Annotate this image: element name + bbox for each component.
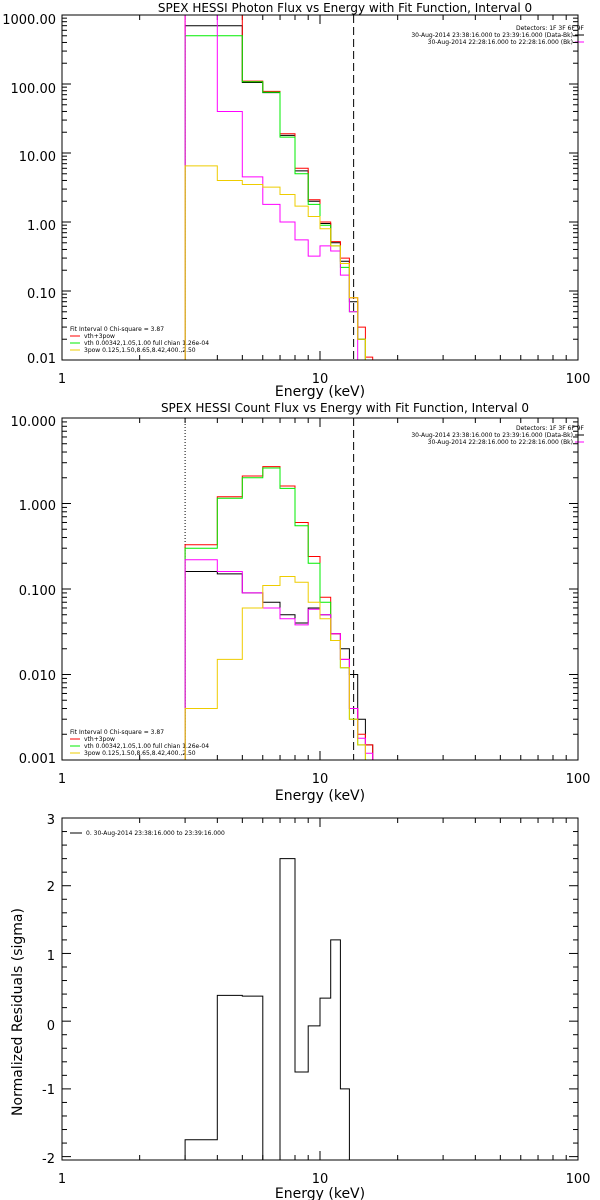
- photon-flux-legend-entry: 30-Aug-2014 23:38:16.000 to 23:39:16.000…: [411, 32, 573, 39]
- count-flux-ytick-label: 0.100: [19, 584, 56, 599]
- photon-flux-legend-entry: 30-Aug-2014 22:28:16.000 to 22:28:16.000…: [428, 39, 573, 46]
- count-flux-ytick-label: 0.010: [19, 669, 56, 684]
- photon-flux-xtick-label: 100: [566, 372, 591, 387]
- photon-flux-series-line: [184, 15, 373, 360]
- residuals-ytick-label: 3: [47, 813, 55, 828]
- count-flux-ytick-label: 1.000: [19, 499, 56, 514]
- count-flux-legend-heading: Detectors: 1F 3F 6F 9F: [516, 425, 585, 432]
- count-flux-xtick-label: 100: [566, 772, 591, 787]
- count-flux-series-line: [184, 466, 374, 760]
- photon-flux-legend-right: Detectors: 1F 3F 6F 9F 30-Aug-2014 23:38…: [411, 25, 584, 46]
- photon-flux-ytick-label: 1.00: [27, 219, 56, 234]
- photon-flux-ytick-label: 0.10: [27, 287, 56, 302]
- photon-flux-series-line: [184, 25, 373, 360]
- count-flux-xtick-label: 1: [58, 772, 66, 787]
- residuals-series-line: [184, 858, 350, 1160]
- residuals-y-axis-label: Normalized Residuals (sigma): [10, 908, 26, 1116]
- count-flux-x-ticks: 1 10 100: [58, 772, 591, 787]
- photon-flux-ytick-label: 10.00: [19, 150, 56, 165]
- count-flux-ytick-label: 0.001: [19, 752, 56, 767]
- photon-flux-series-line: [184, 35, 373, 360]
- residuals-x-axis-label: Energy (keV): [275, 1186, 365, 1200]
- residuals-xtick-label: 1: [58, 1172, 66, 1187]
- photon-flux-ytick-label: 0.01: [27, 352, 56, 367]
- photon-flux-legend-entry: vth+3pow: [84, 333, 115, 340]
- residuals-ytick-label: -2: [42, 1152, 55, 1167]
- photon-flux-xtick-label: 10: [312, 372, 329, 387]
- photon-flux-legend-heading: Detectors: 1F 3F 6F 9F: [516, 25, 585, 32]
- photon-flux-fit-heading: Fit Interval 0 Chi-square = 3.87: [70, 326, 164, 333]
- count-flux-series-line: [184, 559, 374, 760]
- residuals-x-ticks: 1 10 100: [58, 1172, 591, 1187]
- residuals-ytick-label: 2: [47, 880, 55, 895]
- photon-flux-plot-area: [61, 14, 579, 361]
- count-flux-y-ticks: 0.001 0.010 0.100 1.000 10.000: [11, 415, 57, 767]
- chart-marks-layer: [61, 14, 579, 1161]
- photon-flux-ytick-label: 1000.00: [2, 13, 56, 28]
- count-flux-legend-entry: 30-Aug-2014 22:28:16.000 to 22:28:16.000…: [428, 439, 573, 446]
- count-flux-legend-entry: vth 0.00342,1.05,1.00 full chian 1.26e-0…: [84, 743, 209, 750]
- photon-flux-frame: [61, 14, 579, 361]
- count-flux-series-line: [184, 576, 373, 760]
- count-flux-ytick-label: 10.000: [11, 415, 57, 430]
- count-flux-data-marks: [184, 418, 374, 760]
- residuals-legend-entry: 0. 30-Aug-2014 23:38:16.000 to 23:39:16.…: [86, 830, 225, 837]
- residuals-xtick-label: 10: [312, 1172, 329, 1187]
- count-flux-series-line: [184, 467, 373, 760]
- count-flux-x-axis-label: Energy (keV): [275, 788, 365, 804]
- residuals-y-ticks: -2 -1 0 1 2 3: [42, 813, 55, 1167]
- photon-flux-xtick-label: 1: [58, 372, 66, 387]
- residuals-panel: -2 -1 0 1 2 3 1 10 100 Energy (keV) Norm…: [10, 813, 590, 1200]
- photon-flux-legend-entry: vth 0.00342,1.05,1.00 full chian 1.26e-0…: [84, 340, 209, 347]
- photon-flux-x-ticks: 1 10 100: [58, 372, 591, 387]
- photon-flux-legend-entry: 3pow 0.125,1.50,8.65,8.42,400.,2.50: [84, 347, 196, 354]
- photon-flux-data-marks: [184, 15, 374, 360]
- count-flux-plot-area: [61, 417, 579, 761]
- count-flux-fit-heading: Fit Interval 0 Chi-square = 3.87: [70, 729, 164, 736]
- count-flux-series-line: [184, 571, 374, 760]
- photon-flux-ytick-label: 100.00: [11, 82, 57, 97]
- residuals-ytick-label: -1: [42, 1083, 55, 1098]
- residuals-legend: 0. 30-Aug-2014 23:38:16.000 to 23:39:16.…: [70, 830, 225, 837]
- count-flux-legend-entry: 30-Aug-2014 23:38:16.000 to 23:39:16.000…: [411, 432, 573, 439]
- photon-flux-title: SPEX HESSI Photon Flux vs Energy with Fi…: [158, 1, 532, 15]
- count-flux-legend-left: Fit Interval 0 Chi-square = 3.87 vth+3po…: [70, 729, 209, 757]
- count-flux-xtick-label: 10: [312, 772, 329, 787]
- count-flux-legend-entry: vth+3pow: [84, 736, 115, 743]
- photon-flux-y-ticks: 0.01 0.10 1.00 10.00 100.00 1000.00: [2, 13, 56, 367]
- photon-flux-series-line: [184, 165, 373, 360]
- count-flux-legend-entry: 3pow 0.125,1.50,8.65,8.42,400.,2.50: [84, 750, 196, 757]
- residuals-frame: [61, 817, 579, 1161]
- photon-flux-legend-left: Fit Interval 0 Chi-square = 3.87 vth+3po…: [70, 326, 209, 354]
- count-flux-panel: SPEX HESSI Count Flux vs Energy with Fit…: [11, 401, 591, 804]
- count-flux-frame: [61, 417, 579, 761]
- residuals-plot-area: [61, 817, 579, 1161]
- count-flux-title: SPEX HESSI Count Flux vs Energy with Fit…: [161, 401, 529, 415]
- residuals-ytick-label: 0: [47, 1019, 55, 1034]
- residuals-data-marks: [184, 858, 350, 1160]
- photon-flux-x-axis-label: Energy (keV): [275, 384, 365, 400]
- residuals-xtick-label: 100: [566, 1172, 591, 1187]
- photon-flux-panel: SPEX HESSI Photon Flux vs Energy with Fi…: [2, 1, 590, 400]
- residuals-ytick-label: 1: [47, 949, 55, 964]
- count-flux-legend-right: Detectors: 1F 3F 6F 9F 30-Aug-2014 23:38…: [411, 425, 584, 446]
